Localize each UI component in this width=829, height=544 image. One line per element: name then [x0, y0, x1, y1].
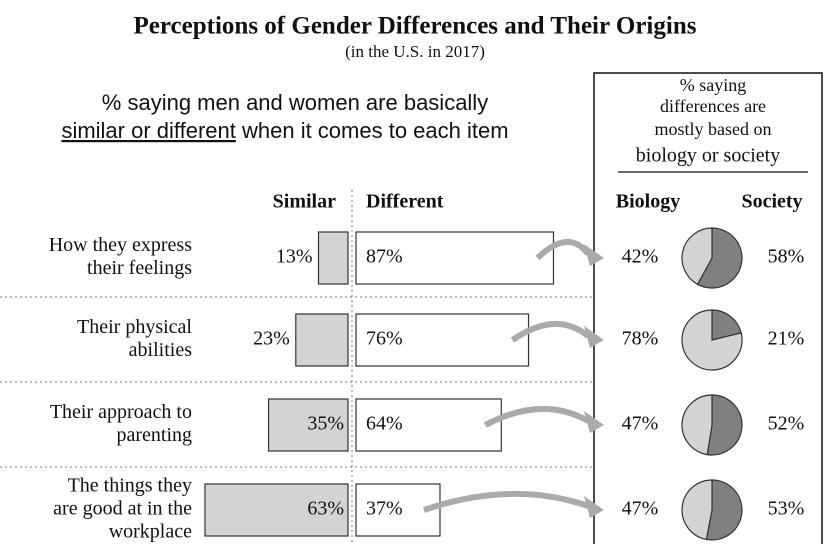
value-label: 42% — [622, 246, 659, 268]
row-label: Their approach to — [50, 401, 192, 423]
arrow — [510, 321, 590, 343]
similar-bar — [317, 231, 349, 285]
arrow-head — [584, 411, 604, 433]
row-label: workplace — [109, 521, 192, 543]
arrow-head — [584, 244, 604, 266]
value-label: 47% — [622, 413, 659, 435]
value-label: 53% — [768, 498, 805, 520]
value-label: 37% — [366, 498, 403, 520]
right-heading: differences are — [660, 96, 766, 116]
row-label: How they express — [49, 234, 193, 256]
left-heading-underlined: similar or different — [61, 118, 235, 143]
pie-society — [711, 309, 742, 341]
different-bar — [355, 398, 502, 452]
value-label: 64% — [366, 413, 403, 435]
pie-biology — [681, 227, 713, 286]
right-heading: biology or society — [636, 145, 780, 167]
column-header: Similar — [273, 191, 336, 213]
column-header: Different — [366, 191, 444, 213]
left-heading: similar or different when it comes to ea… — [61, 118, 508, 143]
row-label: are good at in the — [53, 498, 192, 520]
column-header: Biology — [616, 191, 680, 213]
value-label: 21% — [768, 328, 805, 350]
pie-biology — [681, 394, 713, 456]
pie-society — [696, 227, 743, 289]
right-heading: mostly based on — [655, 119, 772, 139]
arrow — [483, 405, 590, 428]
origin-box — [593, 72, 823, 544]
value-label: 58% — [768, 246, 805, 268]
row-label: abilities — [129, 339, 193, 361]
row-label: Their physical — [77, 316, 192, 338]
left-heading-rest: when it comes to each item — [236, 118, 509, 143]
row-label: their feelings — [87, 257, 192, 279]
pie-society — [706, 394, 743, 456]
value-label: 47% — [622, 498, 659, 520]
row-label: The things they — [68, 475, 192, 497]
left-heading: % saying men and women are basically — [102, 90, 488, 115]
pie-society — [705, 479, 743, 541]
right-heading: % saying — [680, 75, 747, 95]
similar-bar — [295, 313, 349, 367]
value-label: 87% — [366, 246, 403, 268]
value-label: 13% — [276, 246, 313, 268]
column-header: Society — [741, 191, 802, 213]
arrow — [423, 491, 589, 513]
arrow-head — [584, 326, 604, 348]
value-label: 63% — [307, 498, 344, 520]
value-label: 78% — [622, 328, 659, 350]
pie-biology — [681, 479, 713, 541]
chart-subtitle: (in the U.S. in 2017) — [345, 42, 485, 61]
similar-bar — [267, 398, 349, 452]
different-bar — [355, 313, 530, 367]
different-bar — [355, 231, 555, 285]
value-label: 76% — [366, 328, 403, 350]
value-label: 23% — [253, 328, 290, 350]
row-label: parenting — [116, 424, 192, 446]
pie-biology — [681, 309, 743, 371]
arrow-head — [584, 496, 604, 518]
value-label: 52% — [768, 413, 805, 435]
chart-title: Perceptions of Gender Differences and Th… — [134, 13, 697, 40]
value-label: 35% — [307, 413, 344, 435]
arrow — [535, 238, 591, 261]
similar-bar — [204, 483, 349, 537]
